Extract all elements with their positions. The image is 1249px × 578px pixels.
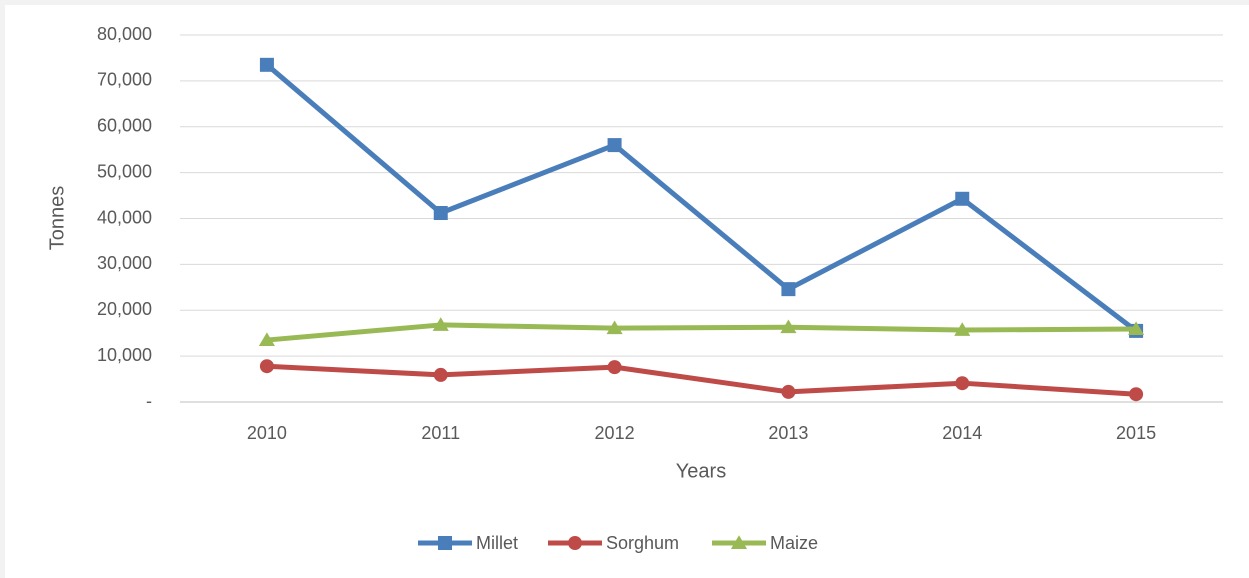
x-tick-label: 2013 (768, 423, 808, 443)
y-tick-label: 30,000 (97, 253, 152, 273)
y-tick-label: 40,000 (97, 207, 152, 227)
data-point (607, 138, 622, 153)
y-tick-label: 10,000 (97, 345, 152, 365)
x-tick-label: 2011 (421, 423, 460, 443)
data-point (1129, 387, 1144, 402)
data-point (781, 384, 796, 399)
x-tick-label: 2014 (942, 423, 982, 443)
series-line (266, 363, 1137, 397)
legend-marker (438, 536, 452, 550)
series-line (265, 62, 1138, 333)
data-point (607, 360, 622, 375)
data-point (433, 367, 448, 382)
data-point (432, 317, 449, 331)
data-point (955, 376, 970, 391)
y-tick-label: 60,000 (97, 116, 152, 136)
legend-marker (568, 536, 582, 550)
data-point (259, 57, 274, 72)
y-tick-label: 50,000 (97, 161, 152, 181)
y-tick-label: 20,000 (97, 299, 152, 319)
data-point (955, 191, 970, 206)
x-tick-label: 2010 (247, 423, 287, 443)
data-point (781, 282, 796, 297)
y-tick-label: 80,000 (97, 24, 152, 44)
x-tick-label: 2012 (595, 423, 635, 443)
x-axis-title: Years (676, 460, 726, 482)
series-line (266, 322, 1137, 343)
y-tick-label: - (146, 391, 152, 411)
legend-label: Maize (770, 533, 818, 553)
legend-label: Sorghum (606, 533, 679, 553)
chart-background (5, 5, 1249, 578)
y-axis-title: Tonnes (46, 186, 68, 251)
y-tick-label: 70,000 (97, 70, 152, 90)
data-point (780, 319, 797, 334)
data-point (259, 359, 274, 374)
x-tick-label: 2015 (1116, 423, 1156, 443)
legend-label: Millet (476, 533, 518, 553)
data-point (1128, 321, 1145, 336)
data-point (433, 205, 448, 220)
legend-marker (730, 535, 748, 549)
data-point (954, 322, 971, 336)
data-point (258, 332, 275, 347)
data-point (606, 320, 623, 335)
